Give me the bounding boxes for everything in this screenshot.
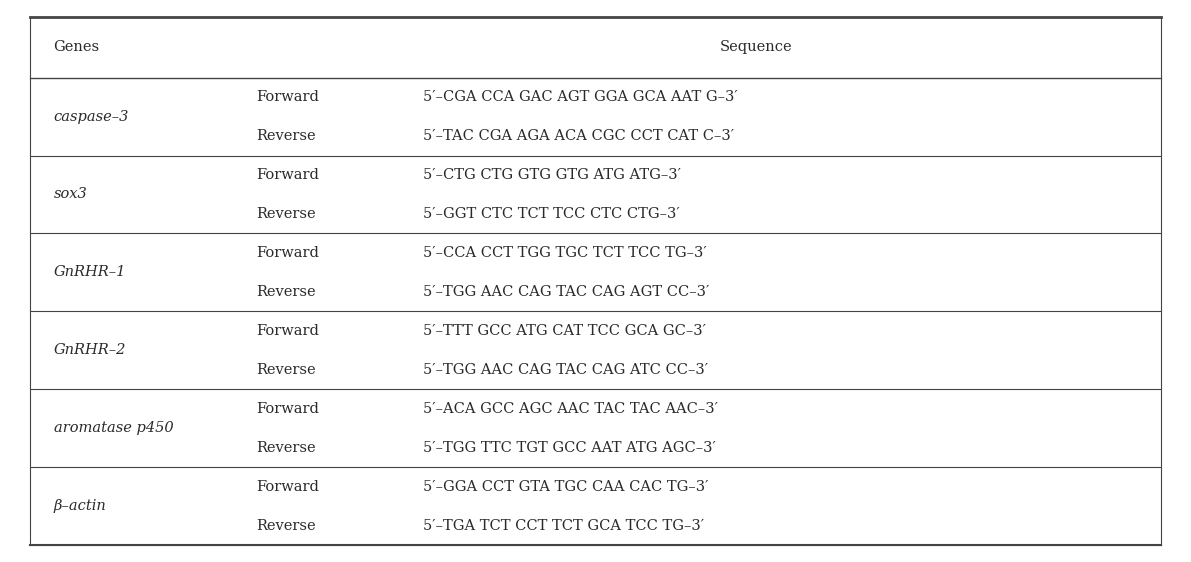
Text: caspase–3: caspase–3 bbox=[54, 110, 129, 124]
Text: Reverse: Reverse bbox=[256, 363, 316, 377]
Text: Forward: Forward bbox=[256, 480, 319, 493]
Text: 5′–GGT CTC TCT TCC CTC CTG–3′: 5′–GGT CTC TCT TCC CTC CTG–3′ bbox=[423, 207, 680, 221]
Text: GnRHR–1: GnRHR–1 bbox=[54, 265, 126, 279]
Text: Forward: Forward bbox=[256, 246, 319, 260]
Text: 5′–TGG AAC CAG TAC CAG ATC CC–3′: 5′–TGG AAC CAG TAC CAG ATC CC–3′ bbox=[423, 363, 707, 377]
Text: 5′–TGG AAC CAG TAC CAG AGT CC–3′: 5′–TGG AAC CAG TAC CAG AGT CC–3′ bbox=[423, 285, 709, 299]
Text: Reverse: Reverse bbox=[256, 441, 316, 455]
Text: Reverse: Reverse bbox=[256, 285, 316, 299]
Text: 5′–GGA CCT GTA TGC CAA CAC TG–3′: 5′–GGA CCT GTA TGC CAA CAC TG–3′ bbox=[423, 480, 709, 493]
Text: 5′–TGA TCT CCT TCT GCA TCC TG–3′: 5′–TGA TCT CCT TCT GCA TCC TG–3′ bbox=[423, 519, 704, 533]
Text: Genes: Genes bbox=[54, 40, 100, 55]
Text: Forward: Forward bbox=[256, 168, 319, 182]
Text: Sequence: Sequence bbox=[721, 40, 792, 55]
Text: 5′–TTT GCC ATG CAT TCC GCA GC–3′: 5′–TTT GCC ATG CAT TCC GCA GC–3′ bbox=[423, 324, 706, 338]
Text: Reverse: Reverse bbox=[256, 207, 316, 221]
Text: 5′–TGG TTC TGT GCC AAT ATG AGC–3′: 5′–TGG TTC TGT GCC AAT ATG AGC–3′ bbox=[423, 441, 716, 455]
Text: Reverse: Reverse bbox=[256, 129, 316, 143]
Text: sox3: sox3 bbox=[54, 188, 87, 202]
Text: 5′–CCA CCT TGG TGC TCT TCC TG–3′: 5′–CCA CCT TGG TGC TCT TCC TG–3′ bbox=[423, 246, 706, 260]
Text: 5′–CGA CCA GAC AGT GGA GCA AAT G–3′: 5′–CGA CCA GAC AGT GGA GCA AAT G–3′ bbox=[423, 90, 737, 104]
Text: 5′–CTG CTG GTG GTG ATG ATG–3′: 5′–CTG CTG GTG GTG ATG ATG–3′ bbox=[423, 168, 681, 182]
Text: 5′–TAC CGA AGA ACA CGC CCT CAT C–3′: 5′–TAC CGA AGA ACA CGC CCT CAT C–3′ bbox=[423, 129, 734, 143]
Text: Forward: Forward bbox=[256, 402, 319, 416]
Text: aromatase p450: aromatase p450 bbox=[54, 422, 173, 435]
Text: GnRHR–2: GnRHR–2 bbox=[54, 343, 126, 357]
Text: Forward: Forward bbox=[256, 90, 319, 104]
Text: β–actin: β–actin bbox=[54, 499, 106, 513]
Text: Forward: Forward bbox=[256, 324, 319, 338]
Text: 5′–ACA GCC AGC AAC TAC TAC AAC–3′: 5′–ACA GCC AGC AAC TAC TAC AAC–3′ bbox=[423, 402, 718, 416]
Text: Reverse: Reverse bbox=[256, 519, 316, 533]
